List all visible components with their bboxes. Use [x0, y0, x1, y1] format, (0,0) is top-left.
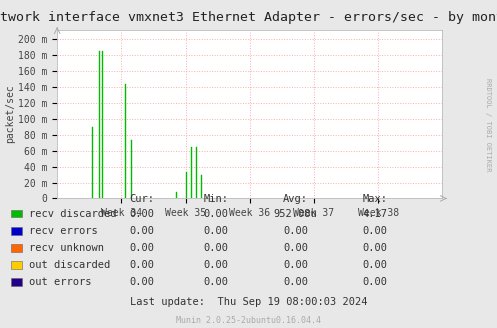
Text: 0.00: 0.00: [204, 209, 229, 219]
Text: 0.00: 0.00: [363, 260, 388, 270]
Text: 0.00: 0.00: [283, 243, 308, 253]
Text: 0.00: 0.00: [129, 260, 154, 270]
Text: Cur:: Cur:: [129, 195, 154, 204]
Text: Max:: Max:: [363, 195, 388, 204]
Text: 0.00: 0.00: [129, 226, 154, 236]
Text: 0.00: 0.00: [363, 243, 388, 253]
Text: RRDTOOL / TOBI OETIKER: RRDTOOL / TOBI OETIKER: [485, 78, 491, 172]
Text: 0.00: 0.00: [204, 243, 229, 253]
Text: 0.00: 0.00: [204, 277, 229, 287]
Text: recv unknown: recv unknown: [29, 243, 104, 253]
Text: 0.00: 0.00: [129, 209, 154, 219]
Text: out errors: out errors: [29, 277, 91, 287]
Text: 0.00: 0.00: [129, 277, 154, 287]
Text: Min:: Min:: [204, 195, 229, 204]
Text: out discarded: out discarded: [29, 260, 110, 270]
Text: 0.00: 0.00: [283, 226, 308, 236]
Text: 0.00: 0.00: [363, 277, 388, 287]
Text: 0.00: 0.00: [204, 260, 229, 270]
Text: Last update:  Thu Sep 19 08:00:03 2024: Last update: Thu Sep 19 08:00:03 2024: [130, 297, 367, 307]
Text: 0.00: 0.00: [363, 226, 388, 236]
Text: Avg:: Avg:: [283, 195, 308, 204]
Text: 0.00: 0.00: [204, 226, 229, 236]
Text: 4.17: 4.17: [363, 209, 388, 219]
Text: 0.00: 0.00: [283, 277, 308, 287]
Y-axis label: packet/sec: packet/sec: [5, 85, 15, 143]
Text: Munin 2.0.25-2ubuntu0.16.04.4: Munin 2.0.25-2ubuntu0.16.04.4: [176, 316, 321, 325]
Text: Network interface vmxnet3 Ethernet Adapter - errors/sec - by month: Network interface vmxnet3 Ethernet Adapt…: [0, 11, 497, 25]
Text: 0.00: 0.00: [129, 243, 154, 253]
Text: recv errors: recv errors: [29, 226, 97, 236]
Text: 952.08u: 952.08u: [274, 209, 318, 219]
Text: recv discarded: recv discarded: [29, 209, 116, 219]
Text: 0.00: 0.00: [283, 260, 308, 270]
